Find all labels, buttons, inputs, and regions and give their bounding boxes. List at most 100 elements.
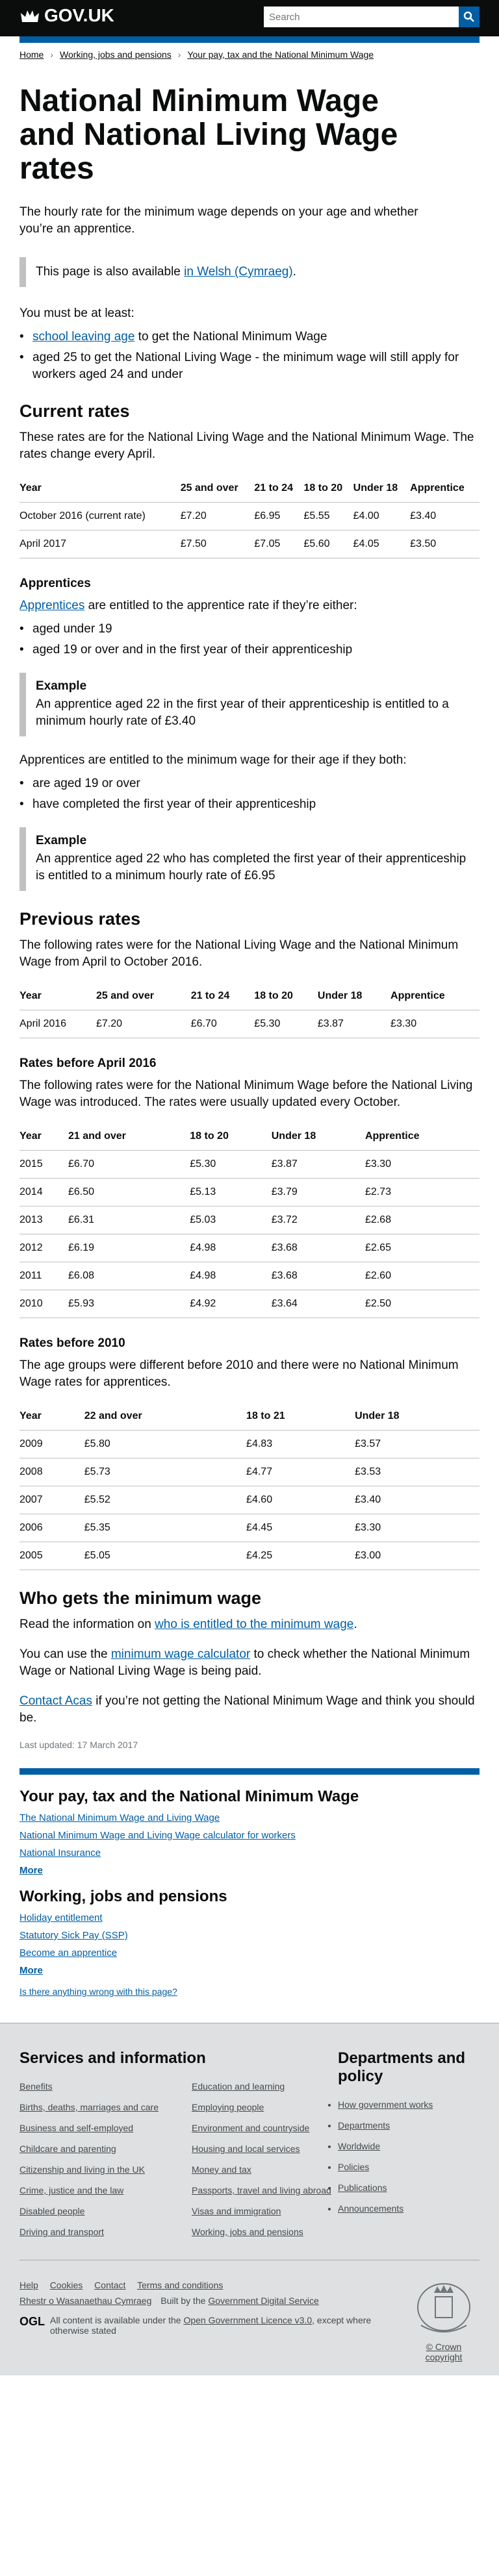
- ogl-logo: OGL: [19, 2315, 45, 2328]
- footer-departments: Departments and policy How government wo…: [338, 2049, 480, 2247]
- footer-list: Education and learning Employing people En…: [192, 2081, 338, 2247]
- apprentice-minimum-list: are aged 19 or over have completed the f…: [19, 775, 480, 813]
- table-header-cell: Apprentice: [410, 475, 480, 503]
- school-leaving-age-link[interactable]: school leaving age: [32, 330, 135, 344]
- table-cell: £5.80: [84, 1430, 247, 1458]
- breadcrumb-your-pay[interactable]: Your pay, tax and the National Minimum W…: [187, 49, 374, 60]
- list-item: Citizenship and living in the UK: [19, 2164, 166, 2175]
- list-item: The National Minimum Wage and Living Wag…: [19, 1812, 480, 1823]
- related-heading: Working, jobs and pensions: [19, 1888, 227, 1905]
- footer-link[interactable]: Business and self-employed: [19, 2123, 134, 2133]
- related-link[interactable]: Holiday entitlement: [19, 1912, 103, 1923]
- footer-link[interactable]: Passports, travel and living abroad: [192, 2185, 331, 2195]
- footer-columns: Services and information Benefits Births,…: [19, 2049, 480, 2247]
- report-problem-link[interactable]: Is there anything wrong with this page?: [19, 1986, 177, 1997]
- list-item: National Minimum Wage and Living Wage ca…: [19, 1830, 480, 1841]
- footer-link[interactable]: Announcements: [338, 2203, 404, 2214]
- table-header-cell: 25 and over: [180, 475, 255, 503]
- footer-link[interactable]: Visas and immigration: [192, 2206, 281, 2216]
- footer-link[interactable]: Housing and local services: [192, 2144, 300, 2154]
- related-links-pay: Your pay, tax and the National Minimum W…: [19, 1768, 480, 1976]
- related-more-link[interactable]: More: [19, 1965, 43, 1976]
- gds-link[interactable]: Government Digital Service: [208, 2295, 319, 2306]
- list-item: Childcare and parenting: [19, 2143, 166, 2155]
- related-link[interactable]: The National Minimum Wage and Living Wag…: [19, 1812, 220, 1823]
- footer-link[interactable]: Employing people: [192, 2102, 264, 2112]
- footer-link[interactable]: Worldwide: [338, 2141, 381, 2151]
- rates-before-2016-intro: The following rates were for the Nationa…: [19, 1079, 473, 1109]
- footer-link[interactable]: How government works: [338, 2099, 433, 2110]
- welsh-link[interactable]: in Welsh (Cymraeg): [184, 265, 293, 279]
- who-entitled-link[interactable]: who is entitled to the minimum wage: [155, 1618, 354, 1631]
- footer-link[interactable]: Working, jobs and pensions: [192, 2227, 303, 2237]
- footer-link-cookies[interactable]: Cookies: [49, 2280, 83, 2290]
- minimum-wage-calculator-link[interactable]: minimum wage calculator: [110, 1647, 251, 1661]
- contact-acas-link[interactable]: Contact Acas: [19, 1694, 92, 1708]
- ogl-text: All content is available under the Open …: [50, 2315, 408, 2336]
- footer-link-terms[interactable]: Terms and conditions: [137, 2280, 224, 2290]
- table-header-cell: Apprentice: [390, 982, 480, 1010]
- apprentices-intro-text: are entitled to the apprentice rate if t…: [84, 599, 357, 612]
- table-header-cell: Year: [19, 982, 97, 1010]
- list-item: How government works: [338, 2099, 480, 2110]
- footer-departments-heading: Departments and policy: [338, 2049, 466, 2085]
- list-item: aged 19 or over and in the first year of…: [19, 642, 480, 658]
- footer-link[interactable]: Money and tax: [192, 2164, 251, 2175]
- related-link[interactable]: Become an apprentice: [19, 1947, 118, 1958]
- table-row: 2007 £5.52 £4.60 £3.40: [19, 1486, 480, 1514]
- govuk-logo-text: GOV.UK: [44, 5, 114, 25]
- table-row: October 2016 (current rate) £7.20 £6.95 £5.…: [19, 502, 480, 531]
- footer-link[interactable]: Environment and countryside: [192, 2123, 310, 2133]
- related-link[interactable]: Statutory Sick Pay (SSP): [19, 1930, 128, 1941]
- related-more-link[interactable]: More: [19, 1865, 43, 1876]
- table-header-cell: 18 to 20: [254, 982, 318, 1010]
- ogl-link[interactable]: Open Government Licence v3.0: [183, 2315, 313, 2325]
- table-cell: April 2017: [19, 530, 181, 558]
- apprentices-link[interactable]: Apprentices: [19, 599, 85, 612]
- table-row: 2008 £5.73 £4.77 £3.53: [19, 1458, 480, 1486]
- footer-link[interactable]: Citizenship and living in the UK: [19, 2164, 145, 2175]
- search-input[interactable]: [264, 6, 459, 27]
- footer-link[interactable]: Childcare and parenting: [19, 2144, 116, 2154]
- list-item: school leaving age to get the National M…: [19, 329, 480, 345]
- breadcrumb-home[interactable]: Home: [19, 49, 44, 60]
- table-cell: £4.92: [190, 1290, 272, 1318]
- related-link[interactable]: National Minimum Wage and Living Wage ca…: [19, 1830, 296, 1841]
- table-header-cell: Year: [19, 1123, 68, 1151]
- list-item: Benefits: [19, 2081, 166, 2092]
- search-button[interactable]: [459, 6, 480, 27]
- footer-link-welsh[interactable]: Rhestr o Wasanaethau Cymraeg: [19, 2295, 152, 2306]
- example-title: Example: [36, 834, 87, 847]
- breadcrumb-working[interactable]: Working, jobs and pensions: [60, 49, 172, 60]
- footer-link-help[interactable]: Help: [19, 2280, 38, 2290]
- footer-link[interactable]: Education and learning: [192, 2081, 285, 2092]
- table-cell: 2005: [19, 1542, 84, 1570]
- footer-link[interactable]: Crime, justice and the law: [19, 2185, 124, 2195]
- list-item: aged under 19: [19, 621, 480, 638]
- main-content: National Minimum Wage and National Livin…: [0, 84, 499, 1997]
- list-item: Crime, justice and the law: [19, 2184, 166, 2196]
- table-cell: £7.20: [96, 1010, 191, 1038]
- list-item: Become an apprentice: [19, 1947, 480, 1958]
- footer-link-contact[interactable]: Contact: [94, 2280, 126, 2290]
- govuk-logo-link[interactable]: GOV.UK: [19, 5, 114, 26]
- related-link[interactable]: National Insurance: [19, 1847, 101, 1858]
- who-gets-heading: Who gets the minimum wage: [19, 1588, 262, 1608]
- footer-link[interactable]: Policies: [338, 2162, 370, 2172]
- table-cell: £5.35: [84, 1514, 247, 1542]
- table-cell: 2006: [19, 1514, 84, 1542]
- list-item: aged 25 to get the National Living Wage …: [19, 349, 480, 383]
- list-item: More: [19, 1965, 480, 1976]
- footer-link[interactable]: Driving and transport: [19, 2227, 104, 2237]
- table-cell: £3.87: [317, 1010, 391, 1038]
- table-cell: 2009: [19, 1430, 84, 1458]
- table-cell: £6.70: [68, 1150, 190, 1179]
- footer-link[interactable]: Departments: [338, 2120, 390, 2131]
- footer-link[interactable]: Disabled people: [19, 2206, 85, 2216]
- footer-link[interactable]: Publications: [338, 2182, 387, 2193]
- footer-link[interactable]: Benefits: [19, 2081, 53, 2092]
- table-cell: £4.45: [246, 1514, 355, 1542]
- list-item: Money and tax: [192, 2164, 338, 2175]
- footer-link[interactable]: Births, deaths, marriages and care: [19, 2102, 159, 2112]
- copyright-link[interactable]: © Crown copyright: [425, 2342, 463, 2362]
